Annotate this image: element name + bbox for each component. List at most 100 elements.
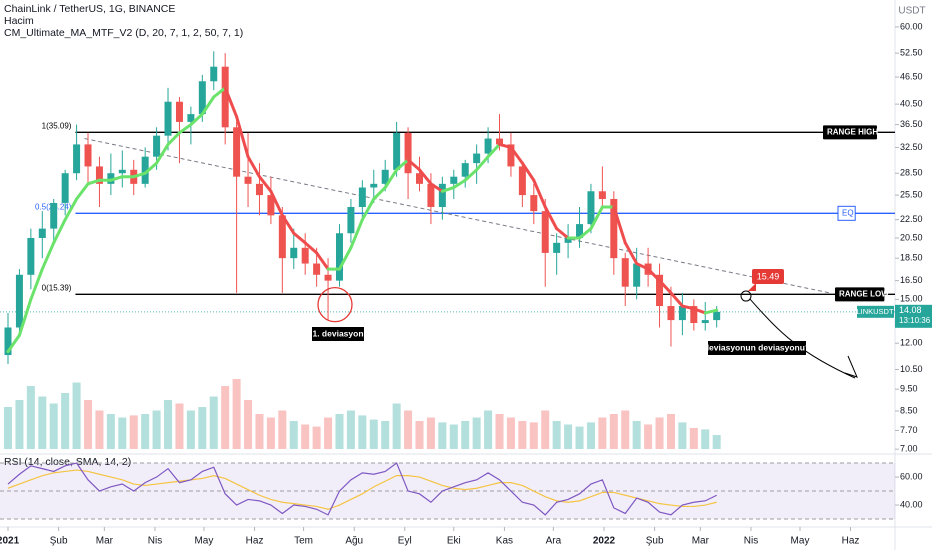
candle-body	[198, 81, 206, 115]
candle-body	[15, 274, 23, 328]
ma-segment	[17, 297, 33, 337]
y-tick-label: 28.50	[900, 168, 923, 178]
ma-segment	[63, 197, 79, 222]
volume-bar	[461, 421, 470, 449]
annotation-box	[752, 269, 784, 285]
volume-bar	[221, 386, 230, 449]
candle-body	[141, 156, 149, 184]
candle-body	[301, 247, 309, 264]
volume-bar	[175, 403, 184, 449]
y-tick-label: 36.50	[900, 119, 923, 129]
ma-segment	[463, 168, 479, 182]
ma-segment	[635, 262, 650, 271]
x-tick-label: Mar	[96, 536, 114, 547]
ma-segment	[658, 279, 673, 295]
range-tag: RANGE HIGH	[827, 127, 878, 136]
ma-segment	[623, 241, 639, 266]
x-tick-label: Haz	[246, 536, 264, 547]
volume-bar	[575, 426, 584, 449]
candle-body	[50, 202, 58, 229]
candle-body	[347, 206, 355, 234]
volume-bar	[289, 421, 298, 449]
volume-bar	[415, 421, 424, 449]
ma-segment	[532, 178, 547, 209]
candle-body	[335, 233, 343, 281]
candle-body	[84, 144, 92, 167]
x-tick-label: Nis	[744, 536, 758, 547]
ma-segment	[543, 205, 559, 231]
price-tag: 14.08	[899, 305, 922, 315]
annotation-text: 1. deviasyon	[312, 328, 363, 338]
volume-bar	[26, 386, 35, 449]
y-tick-label: 40.50	[900, 99, 923, 109]
candle-body	[313, 263, 321, 275]
ma-segment	[246, 155, 261, 179]
ma-segment	[269, 189, 284, 217]
candle-body	[187, 114, 195, 122]
candle-body	[381, 169, 389, 184]
volume-bar	[518, 421, 527, 449]
volume-bar	[529, 422, 538, 449]
candle-body	[598, 191, 606, 199]
volume-bar	[106, 414, 115, 449]
candle-body	[633, 263, 641, 287]
volume-bar	[564, 424, 573, 449]
ma-segment	[257, 175, 273, 193]
volume-bar	[598, 417, 607, 449]
ma-segment	[86, 178, 101, 186]
range-tag: RANGE LOW	[839, 289, 889, 298]
fib-label: 0(15.39)	[42, 283, 72, 292]
volume-bar	[335, 414, 344, 449]
ma-segment	[200, 95, 216, 116]
candle-body	[73, 144, 81, 174]
ma-segment	[452, 178, 467, 190]
x-tick-label: Mar	[692, 536, 710, 547]
range-tag-box	[837, 205, 856, 221]
volume-bar	[552, 421, 561, 449]
candle-body	[290, 247, 298, 259]
volume-bar	[324, 417, 333, 449]
candle-body	[153, 135, 161, 157]
ma-segment	[520, 161, 536, 182]
annotation-circle	[740, 290, 752, 302]
candle-body	[95, 166, 103, 184]
candle-body	[667, 306, 675, 321]
annotation-circle	[317, 286, 353, 323]
volume-bar	[152, 410, 161, 449]
candle-body	[278, 215, 286, 259]
candle-body	[678, 306, 686, 321]
volume-bar	[712, 435, 721, 449]
unit-label: USDT	[898, 6, 925, 17]
ma-segment	[337, 246, 353, 271]
range-tag-box	[835, 287, 885, 302]
y-tick-label: 16.50	[900, 275, 923, 285]
volume-bar	[506, 417, 515, 449]
y-tick-label: 40.00	[900, 499, 923, 509]
volume-label: Hacim	[4, 15, 34, 27]
x-tick-label: Eyl	[398, 536, 412, 547]
volume-bar	[655, 417, 664, 449]
y-tick-label: 7.70	[900, 425, 918, 435]
volume-bar	[61, 393, 70, 449]
ma-segment	[280, 213, 296, 235]
volume-bar	[404, 410, 413, 449]
candle-body	[541, 211, 549, 253]
ma-segment	[155, 142, 170, 165]
ma-segment	[589, 205, 604, 231]
ma-segment	[212, 86, 227, 99]
ma-segment	[669, 291, 684, 308]
ma-segment	[189, 112, 204, 127]
candle-body	[530, 195, 538, 212]
volume-bar	[632, 421, 641, 449]
ma-segment	[143, 161, 159, 175]
ma-segment	[303, 241, 319, 255]
symbol-title: ChainLink / TetherUS, 1G, BINANCE	[4, 3, 175, 15]
volume-bar	[95, 410, 104, 449]
ma-segment	[612, 205, 627, 245]
candle-body	[164, 101, 172, 136]
ma-segment	[29, 267, 44, 301]
candle-body	[4, 327, 12, 356]
ma-segment	[315, 251, 330, 271]
volume-bar	[38, 396, 47, 449]
ma-segment	[440, 186, 456, 193]
